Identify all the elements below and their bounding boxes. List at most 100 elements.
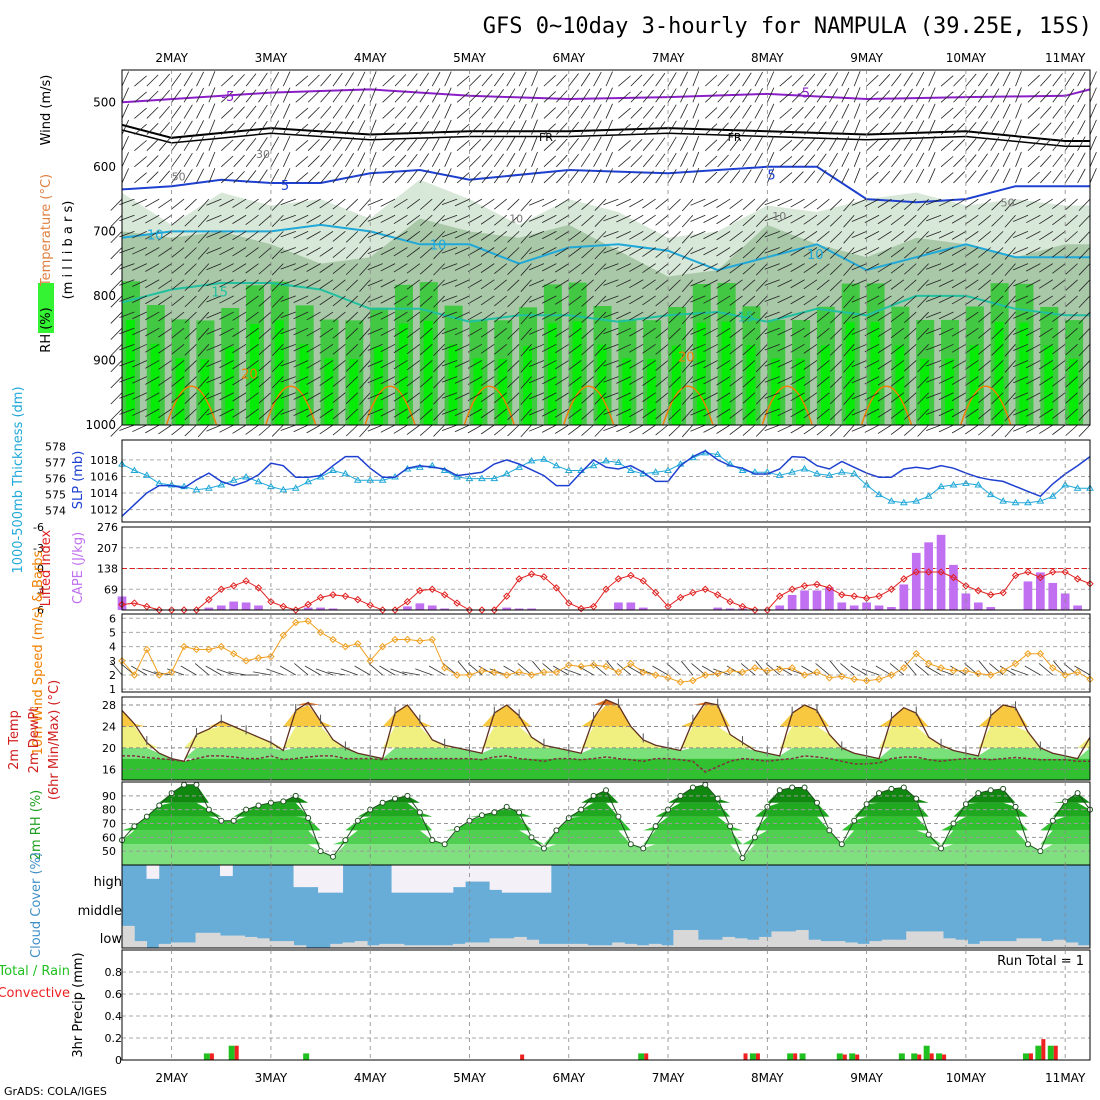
wind-barb-icon xyxy=(816,247,830,258)
wind-barb-icon xyxy=(630,90,643,103)
wind-barb-icon xyxy=(380,214,396,223)
wind-speed-point xyxy=(1061,671,1069,679)
wind-barb-icon xyxy=(829,360,843,372)
wind-barb-icon xyxy=(681,327,694,341)
precip-total-bar xyxy=(787,1053,794,1060)
wind-barb-icon xyxy=(280,198,296,206)
wind-barb-icon xyxy=(642,73,654,87)
wind-barb-icon xyxy=(480,376,495,386)
wind-barb-icon xyxy=(978,327,991,339)
wind-barb-icon xyxy=(543,171,556,184)
wind-barb-icon xyxy=(493,169,504,184)
temp-tick: 28 xyxy=(102,699,116,712)
wind-barb-icon xyxy=(441,408,458,415)
wind-barb-icon xyxy=(642,327,656,338)
wind-barb-icon xyxy=(541,198,557,207)
wind-barb-icon xyxy=(359,392,371,405)
wind-speed-point xyxy=(428,635,436,644)
wind-barb-icon xyxy=(433,392,445,405)
wind-barb-icon xyxy=(393,214,408,225)
wind-barb-icon xyxy=(121,119,129,135)
wind-barb-icon xyxy=(506,136,516,151)
wind-barb-icon xyxy=(359,198,371,212)
wind-barb-icon xyxy=(1052,247,1066,258)
wind-barb-icon xyxy=(158,198,172,209)
wind-barb-icon xyxy=(594,263,607,276)
wind-barb-icon xyxy=(357,168,366,184)
wind-barb-icon xyxy=(890,424,905,435)
wind-speed-point xyxy=(1049,664,1057,672)
wind-barb-icon xyxy=(951,343,967,353)
wind-barb-icon xyxy=(904,231,917,243)
wind-barb-icon xyxy=(441,198,458,206)
li-point xyxy=(552,584,561,592)
wind-barb-icon xyxy=(843,214,855,228)
wind-barb-icon xyxy=(507,392,520,405)
wind-barb-icon xyxy=(1027,171,1040,184)
wind-barb-icon xyxy=(816,424,830,436)
wind-barb-icon xyxy=(184,360,197,372)
wind-barb-icon xyxy=(755,376,768,389)
wind-barb-icon xyxy=(1039,247,1053,257)
rh-core xyxy=(398,323,408,425)
cloud-high-bar xyxy=(305,865,319,888)
wind-barb-icon xyxy=(359,344,371,357)
wind-speed-point xyxy=(1011,659,1020,668)
li-point xyxy=(788,585,796,593)
wind-barb-icon xyxy=(454,198,470,207)
wind-barb-icon xyxy=(803,376,818,386)
wind-barb-icon xyxy=(406,279,421,290)
wind-barb-icon xyxy=(406,327,421,339)
cape-bar xyxy=(812,590,822,610)
cape-bar xyxy=(440,608,450,610)
wind-barb-icon xyxy=(1026,360,1041,369)
wind-barb-icon xyxy=(145,279,160,288)
wind-barb-icon xyxy=(494,231,507,242)
wind-barb-icon xyxy=(755,263,768,276)
wind-barb-icon xyxy=(627,665,644,676)
wind-barb-icon xyxy=(791,139,804,151)
wind-barb-icon xyxy=(891,105,902,119)
wind-barb-icon xyxy=(655,344,669,355)
wind-barb-icon xyxy=(841,152,850,167)
wind-speed-point xyxy=(651,671,660,679)
li-point xyxy=(776,592,784,600)
wind-barb-icon xyxy=(791,155,804,168)
wind-barb-icon xyxy=(345,392,359,405)
cloud-high-bar xyxy=(440,865,454,893)
wind-barb-icon xyxy=(494,295,507,307)
wind-barb-icon xyxy=(406,231,421,242)
wind-barb-icon xyxy=(742,392,756,404)
wind-barb-icon xyxy=(1004,231,1016,244)
wind-barb-icon xyxy=(629,263,644,272)
wind-barb-icon xyxy=(307,171,320,184)
wind-barb-icon xyxy=(306,295,321,305)
wind-speed-point xyxy=(627,659,635,668)
cape-bar xyxy=(254,605,263,610)
wind-barb-icon xyxy=(145,408,160,418)
cloud-low-bar xyxy=(1065,942,1079,948)
wind-barb-icon xyxy=(717,90,729,103)
wind-barb-icon xyxy=(145,392,160,401)
wind-barb-icon xyxy=(716,392,731,402)
wind-barb-icon xyxy=(183,136,193,151)
wind-barb-icon xyxy=(332,376,346,387)
wind-barb-icon xyxy=(978,376,991,388)
wind-barb-icon xyxy=(270,88,280,103)
wind-barb-icon xyxy=(258,327,272,339)
wind-barb-icon xyxy=(282,152,291,167)
ylabel-wind: Wind (m/s) xyxy=(39,75,54,146)
wind-barb-icon xyxy=(494,247,507,258)
wind-barb-icon xyxy=(406,263,421,274)
wind-barb-icon xyxy=(978,295,991,307)
wind-speed-line xyxy=(121,620,1091,683)
wind-barb-icon xyxy=(668,327,681,340)
wind-speed-point xyxy=(974,669,983,678)
li-point xyxy=(999,589,1007,597)
wind-barb-icon xyxy=(829,169,838,184)
wind-barb-icon xyxy=(1065,279,1078,291)
wind-barb-icon xyxy=(703,424,718,433)
wind-barb-icon xyxy=(132,327,147,336)
wind-barb-icon xyxy=(467,198,483,208)
wind-barb-icon xyxy=(134,172,147,184)
